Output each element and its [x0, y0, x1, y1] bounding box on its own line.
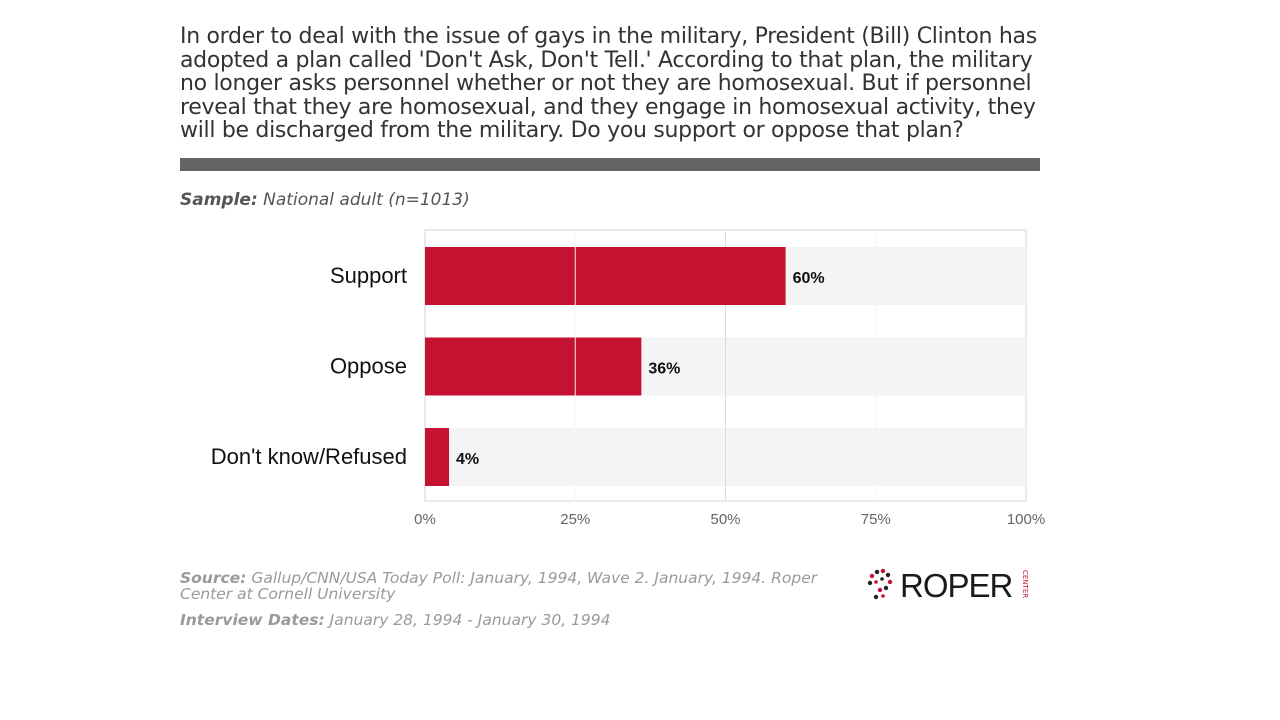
bar: [425, 337, 642, 396]
sample-value: National adult (n=1013): [263, 190, 470, 210]
source-text: Gallup/CNN/USA Today Poll: January, 1994…: [180, 569, 818, 603]
roper-logo-text: ROPER: [900, 567, 1013, 602]
bar: [425, 247, 786, 305]
source-line: Source: Gallup/CNN/USA Today Poll: Janua…: [180, 570, 820, 602]
question-text: In order to deal with the issue of gays …: [180, 24, 1037, 143]
interview-dates-line: Interview Dates: January 28, 1994 - Janu…: [180, 612, 820, 628]
sample-label: Sample:: [180, 190, 258, 210]
roper-logo-side-text: CENTER: [1021, 570, 1029, 598]
roper-logo-mark: [867, 568, 893, 600]
title-divider: [180, 158, 1040, 171]
sample-line: Sample: National adult (n=1013): [180, 190, 470, 210]
bar: [425, 428, 450, 486]
roper-logo: ROPER CENTER: [867, 567, 1029, 602]
source-label: Source:: [180, 569, 247, 587]
data-label: 36%: [648, 361, 680, 378]
category-label: Support: [330, 263, 407, 288]
x-tick-label: 25%: [560, 511, 590, 528]
x-tick-label: 50%: [710, 511, 740, 528]
category-label: Oppose: [330, 354, 407, 379]
data-label: 4%: [456, 451, 479, 468]
interview-dates-label: Interview Dates:: [180, 611, 325, 629]
x-tick-label: 0%: [414, 511, 436, 528]
x-tick-label: 100%: [1007, 511, 1045, 528]
interview-dates-text: January 28, 1994 - January 30, 1994: [329, 611, 611, 629]
category-label: Don't know/Refused: [211, 444, 407, 469]
data-label: 60%: [793, 270, 825, 287]
x-tick-label: 75%: [861, 511, 891, 528]
